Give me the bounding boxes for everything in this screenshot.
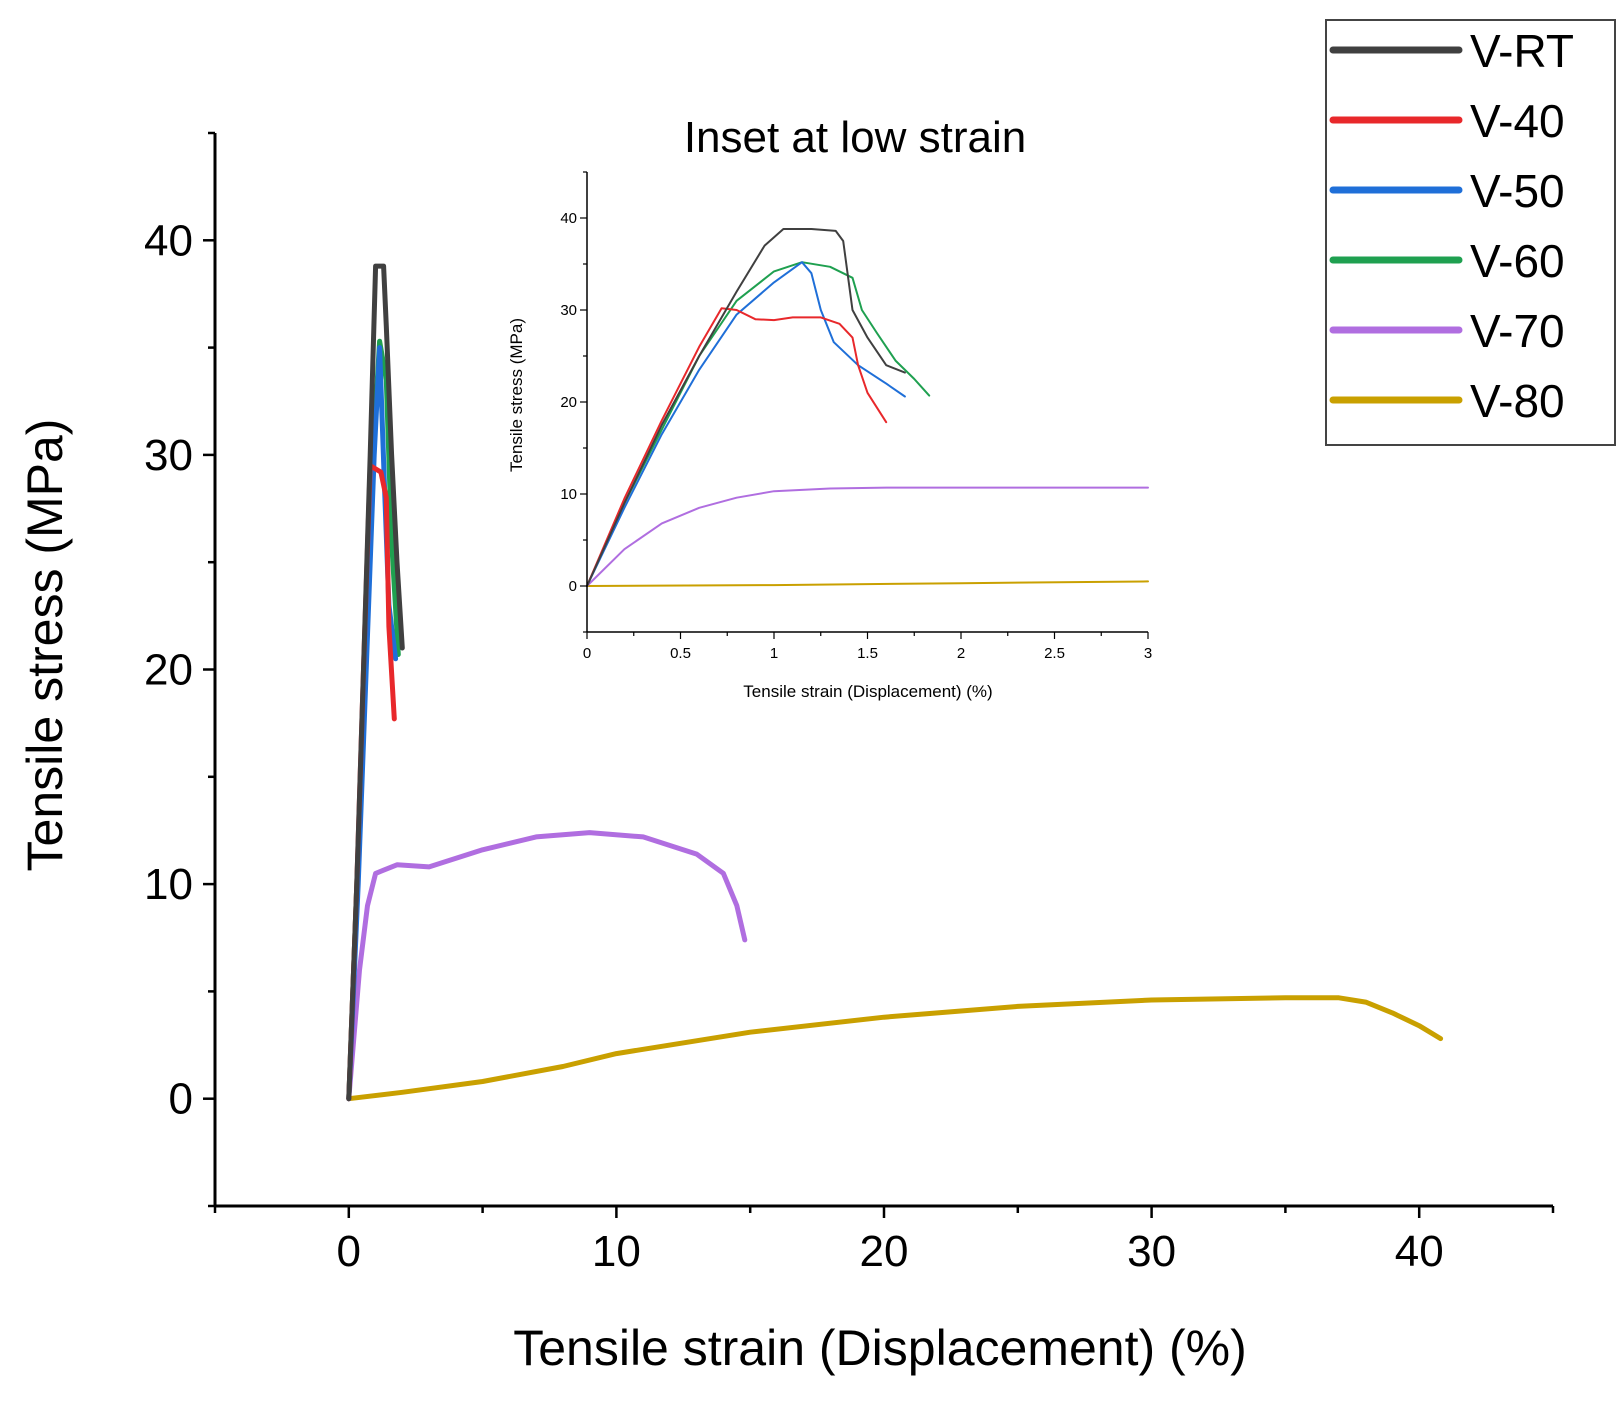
- inset-series-v-40: [586, 307, 888, 587]
- legend-label-v-40: V-40: [1470, 95, 1565, 147]
- legend-label-v-50: V-50: [1470, 165, 1565, 217]
- legend-label-v-rt: V-RT: [1470, 25, 1574, 77]
- inset-series-v-70: [586, 486, 1149, 587]
- main-x-tick-label: 30: [1127, 1227, 1176, 1276]
- main-y-axis-title: Tensile stress (MPa): [17, 419, 73, 872]
- inset-x-tick-label: 1.5: [857, 645, 878, 662]
- main-y-tick-label: 10: [144, 860, 193, 909]
- legend-box: [1325, 19, 1616, 446]
- inset-series-group: [586, 228, 1149, 587]
- inset-series-v-rt: [586, 228, 906, 587]
- inset-series-v-60: [586, 261, 931, 587]
- main-y-tick-label: 30: [144, 431, 193, 480]
- inset-x-tick-label: 3: [1144, 645, 1152, 662]
- main-x-tick-label: 20: [860, 1227, 909, 1276]
- inset-y-axis-title: Tensile stress (MPa): [507, 318, 526, 472]
- main-series-v-80: [346, 995, 1444, 1102]
- main-series-v-rt: [346, 263, 405, 1102]
- legend-label-v-60: V-60: [1470, 235, 1565, 287]
- main-x-tick-label: 10: [592, 1227, 641, 1276]
- inset-x-tick-label: 0: [583, 645, 591, 662]
- inset-x-tick-label: 2.5: [1044, 645, 1065, 662]
- legend-label-v-70: V-70: [1470, 305, 1565, 357]
- inset-y-tick-label: 40: [560, 210, 577, 227]
- main-x-tick-label: 0: [337, 1227, 361, 1276]
- main-y-tick-label: 40: [144, 216, 193, 265]
- inset-x-tick-label: 1: [770, 645, 778, 662]
- main-y-tick-label: 20: [144, 646, 193, 695]
- legend: V-RT V-40 V-50 V-60 V-70 V-80: [1325, 19, 1616, 446]
- inset-y-tick-label: 30: [560, 302, 577, 319]
- inset-plot: Inset at low strain 0 0.5 1 1.5 2 2.5 30102030…: [507, 113, 1152, 701]
- main-series-v-70: [346, 830, 748, 1102]
- main-series-group: [346, 263, 1444, 1102]
- main-y-tick-label: 0: [169, 1075, 193, 1124]
- inset-y-tick-label: 10: [560, 486, 577, 503]
- legend-label-v-80: V-80: [1470, 375, 1565, 427]
- inset-x-axis-title: Tensile strain (Displacement) (%): [743, 682, 992, 701]
- inset-x-tick-label: 0.5: [670, 645, 691, 662]
- inset-y-tick-label: 0: [569, 578, 577, 595]
- inset-series-v-50: [586, 261, 906, 587]
- main-x-tick-label: 40: [1395, 1227, 1444, 1276]
- main-x-axis-title: Tensile strain (Displacement) (%): [513, 1320, 1247, 1376]
- inset-series-v-80: [586, 580, 1149, 587]
- inset-title: Inset at low strain: [684, 113, 1026, 162]
- inset-y-tick-label: 20: [560, 394, 577, 411]
- inset-x-tick-label: 2: [957, 645, 965, 662]
